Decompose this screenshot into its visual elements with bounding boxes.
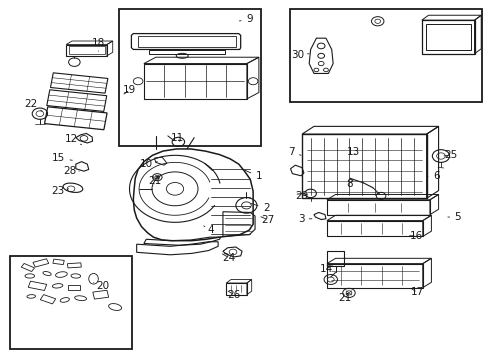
Text: 1: 1 (244, 170, 262, 181)
Text: 19: 19 (122, 85, 136, 95)
Text: 3: 3 (297, 214, 311, 224)
Text: 30: 30 (291, 50, 308, 60)
Text: 25: 25 (443, 150, 456, 160)
Text: 10: 10 (140, 159, 157, 169)
Text: 23: 23 (51, 186, 68, 196)
Text: 21: 21 (148, 176, 161, 186)
Text: 28: 28 (63, 166, 79, 176)
Text: 4: 4 (203, 225, 214, 235)
Text: 29: 29 (295, 191, 308, 201)
Text: 5: 5 (447, 212, 460, 222)
Text: 15: 15 (52, 153, 72, 163)
Text: 26: 26 (227, 290, 240, 300)
Text: 13: 13 (346, 147, 360, 157)
Text: 9: 9 (239, 14, 252, 24)
Text: 22: 22 (24, 99, 42, 111)
Text: 21: 21 (338, 293, 351, 303)
Text: 20: 20 (93, 281, 109, 291)
Text: 7: 7 (287, 147, 301, 157)
Text: 6: 6 (427, 171, 439, 181)
Text: 2: 2 (251, 203, 269, 213)
Text: 16: 16 (408, 231, 422, 241)
Text: 24: 24 (222, 253, 235, 262)
Text: 27: 27 (260, 215, 274, 225)
Text: 12: 12 (64, 134, 81, 145)
Text: 8: 8 (346, 179, 353, 189)
Text: 18: 18 (92, 38, 105, 51)
Text: 14: 14 (319, 264, 332, 274)
Text: 11: 11 (170, 133, 183, 143)
Text: 17: 17 (409, 287, 423, 297)
